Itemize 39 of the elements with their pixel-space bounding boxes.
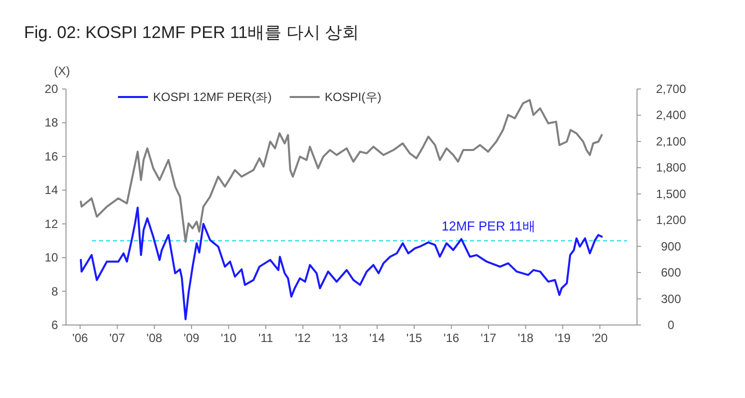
- y-tick-label: 8: [51, 284, 58, 298]
- x-tick-label: '18: [518, 331, 534, 345]
- y2-tick-label: 1,200: [656, 213, 686, 228]
- y2-tick-label: 2,400: [656, 108, 686, 122]
- ref-line-label: 12MF PER 11배: [442, 218, 536, 234]
- x-tick-label: '10: [220, 331, 237, 345]
- x-tick-label: '11: [258, 331, 274, 345]
- y-axis-title: (X): [54, 64, 70, 78]
- line-series: [80, 206, 603, 320]
- x-tick-label: '07: [109, 331, 126, 345]
- y-tick-label: 20: [44, 82, 58, 96]
- x-tick-label: '08: [146, 331, 163, 345]
- y-tick-label: 14: [44, 183, 58, 198]
- y-tick-label: 16: [44, 149, 58, 164]
- y2-tick-label: 900: [660, 239, 682, 254]
- y-tick-label: 6: [51, 318, 58, 332]
- y2-tick-label: 300: [660, 292, 682, 306]
- y2-tick-label: 1,800: [656, 160, 686, 175]
- x-tick-label: '09: [184, 331, 200, 345]
- chart-title: Fig. 02: KOSPI 12MF PER 11배를 다시 상회: [24, 23, 360, 42]
- y2-tick-label: 600: [660, 266, 682, 280]
- legend-label: KOSPI 12MF PER(좌): [153, 90, 272, 104]
- x-tick-label: '14: [369, 331, 386, 345]
- x-tick-label: '06: [72, 331, 88, 345]
- x-tick-label: '17: [480, 331, 497, 345]
- x-tick-label: '12: [295, 331, 312, 345]
- x-tick-label: '13: [332, 331, 348, 345]
- x-tick-label: '20: [592, 331, 608, 345]
- x-tick-label: '15: [406, 331, 422, 345]
- y2-tick-label: 2,700: [656, 82, 686, 96]
- y2-tick-label: 1,500: [656, 186, 686, 201]
- y2-tick-label: 2,100: [656, 134, 686, 148]
- y2-tick-label: 0: [668, 318, 675, 332]
- x-tick-label: '19: [554, 331, 571, 345]
- y-tick-label: 12: [44, 216, 58, 231]
- x-tick-label: '16: [444, 331, 460, 345]
- y-tick-label: 10: [44, 250, 58, 265]
- legend-label: KOSPI(우): [324, 90, 382, 104]
- y-tick-label: 18: [44, 116, 58, 130]
